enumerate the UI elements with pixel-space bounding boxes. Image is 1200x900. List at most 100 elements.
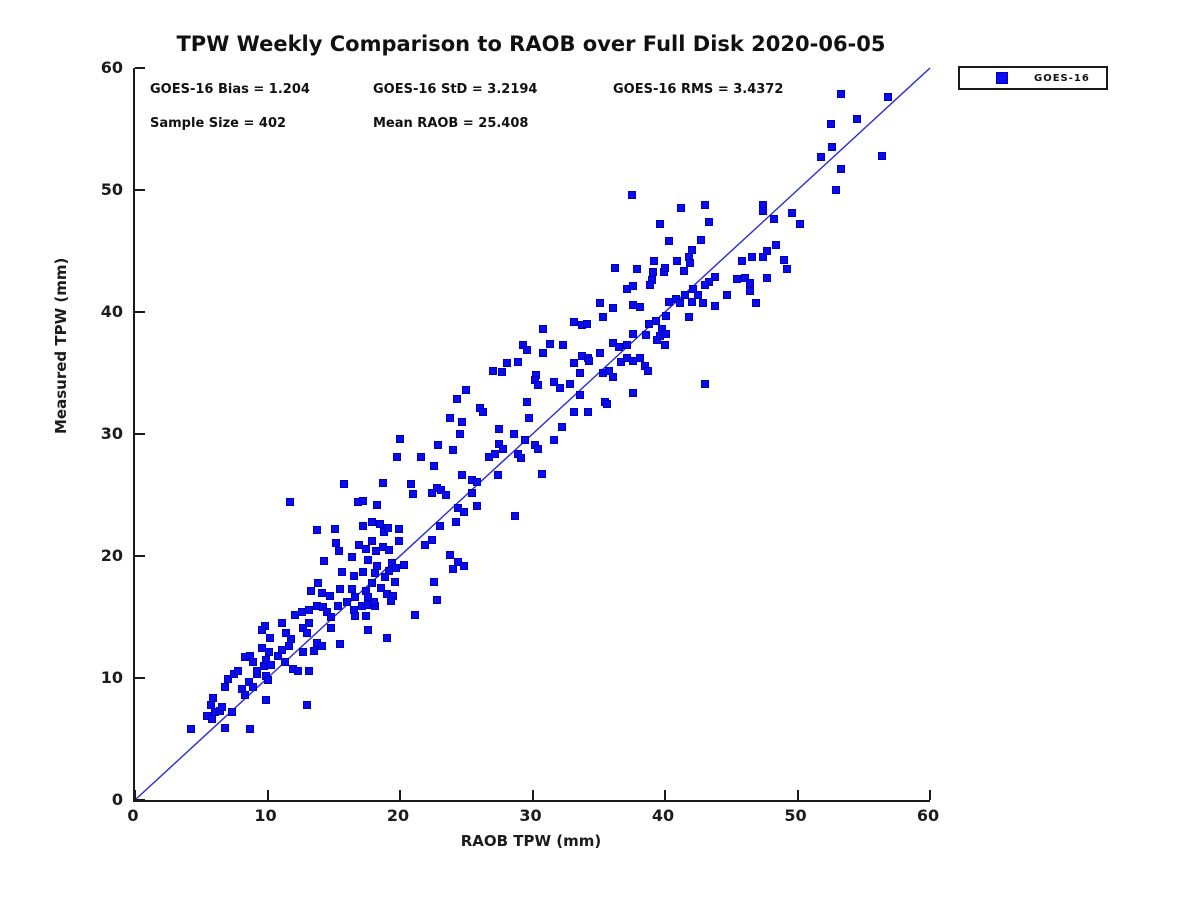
- data-point: [303, 628, 312, 637]
- data-point: [442, 491, 451, 499]
- data-point: [661, 264, 669, 273]
- chart-title: TPW Weekly Comparison to RAOB over Full …: [176, 32, 886, 56]
- data-point: [585, 356, 594, 365]
- data-point: [650, 256, 659, 265]
- data-point: [368, 578, 377, 587]
- data-point: [576, 390, 585, 399]
- data-point: [539, 349, 548, 358]
- data-point: [763, 273, 772, 282]
- data-point: [449, 445, 457, 454]
- x-tick: [531, 790, 534, 800]
- data-point: [569, 359, 578, 368]
- data-point: [664, 298, 673, 307]
- data-point: [491, 449, 500, 458]
- legend-square-marker-icon: [996, 72, 1008, 84]
- data-point: [558, 340, 567, 349]
- data-point: [633, 265, 642, 274]
- data-point: [831, 186, 840, 194]
- data-point: [672, 256, 681, 265]
- data-point: [609, 372, 618, 381]
- data-point: [796, 220, 805, 229]
- data-point: [350, 611, 359, 620]
- data-point: [557, 422, 566, 431]
- data-point: [394, 537, 403, 546]
- data-point: [396, 434, 404, 443]
- data-point: [221, 682, 230, 691]
- data-point: [287, 634, 296, 643]
- data-point: [759, 206, 768, 215]
- x-axis-title: RAOB TPW (mm): [460, 832, 602, 850]
- y-tick-label: 0: [111, 790, 123, 809]
- data-point: [549, 377, 558, 386]
- data-point: [498, 367, 507, 376]
- data-point: [596, 299, 605, 308]
- data-point: [209, 693, 218, 702]
- data-point: [278, 619, 287, 628]
- data-point: [332, 538, 341, 547]
- data-point: [610, 264, 619, 273]
- stat-sample-size: Sample Size = 402: [150, 116, 287, 131]
- data-point: [427, 536, 436, 545]
- legend: GOES-16: [958, 66, 1108, 90]
- data-point: [336, 639, 345, 648]
- x-tick-label: 10: [254, 806, 277, 825]
- x-tick: [796, 790, 799, 800]
- data-point: [704, 217, 713, 226]
- data-point: [539, 325, 548, 334]
- data-point: [262, 695, 271, 704]
- data-point: [837, 165, 846, 174]
- stat-mean-raob: Mean RAOB = 25.408: [373, 116, 529, 131]
- data-point: [700, 281, 709, 290]
- data-point: [348, 584, 357, 593]
- y-tick-label: 30: [100, 424, 123, 443]
- data-point: [336, 584, 345, 593]
- data-point: [602, 399, 611, 408]
- data-point: [472, 477, 481, 486]
- data-point: [635, 354, 644, 363]
- data-point: [622, 340, 631, 349]
- data-point: [390, 577, 399, 586]
- data-point: [293, 666, 302, 675]
- data-point: [258, 643, 267, 652]
- y-tick: [135, 189, 145, 191]
- data-point: [523, 345, 532, 354]
- data-point: [516, 454, 525, 463]
- data-point: [252, 666, 261, 675]
- data-point: [643, 366, 652, 375]
- x-tick-label: 20: [386, 806, 410, 825]
- data-point: [763, 247, 772, 255]
- data-point: [817, 153, 826, 162]
- data-point: [699, 299, 708, 308]
- data-point: [511, 511, 520, 520]
- data-point: [645, 320, 654, 329]
- data-point: [437, 486, 446, 495]
- data-point: [745, 287, 754, 296]
- y-tick: [135, 311, 145, 313]
- data-point: [723, 290, 732, 299]
- y-tick-label: 40: [100, 302, 123, 321]
- y-tick-label: 20: [100, 546, 123, 565]
- data-point: [711, 272, 720, 281]
- data-point: [361, 544, 370, 553]
- data-point: [458, 417, 467, 426]
- data-point: [370, 569, 379, 578]
- data-point: [679, 266, 688, 275]
- data-point: [410, 610, 419, 619]
- data-point: [596, 349, 605, 358]
- data-point: [549, 436, 558, 445]
- data-point: [494, 471, 503, 480]
- data-point: [569, 408, 578, 417]
- data-point: [266, 633, 275, 642]
- data-point: [282, 628, 291, 637]
- data-point: [687, 298, 696, 307]
- data-point: [350, 593, 359, 602]
- data-point: [446, 550, 455, 559]
- data-point: [373, 500, 382, 509]
- data-point: [629, 329, 638, 338]
- x-tick-label: 0: [127, 806, 139, 825]
- data-point: [837, 89, 846, 98]
- data-point: [458, 471, 467, 480]
- data-point: [427, 488, 436, 497]
- data-point: [312, 526, 321, 535]
- data-point: [853, 115, 862, 124]
